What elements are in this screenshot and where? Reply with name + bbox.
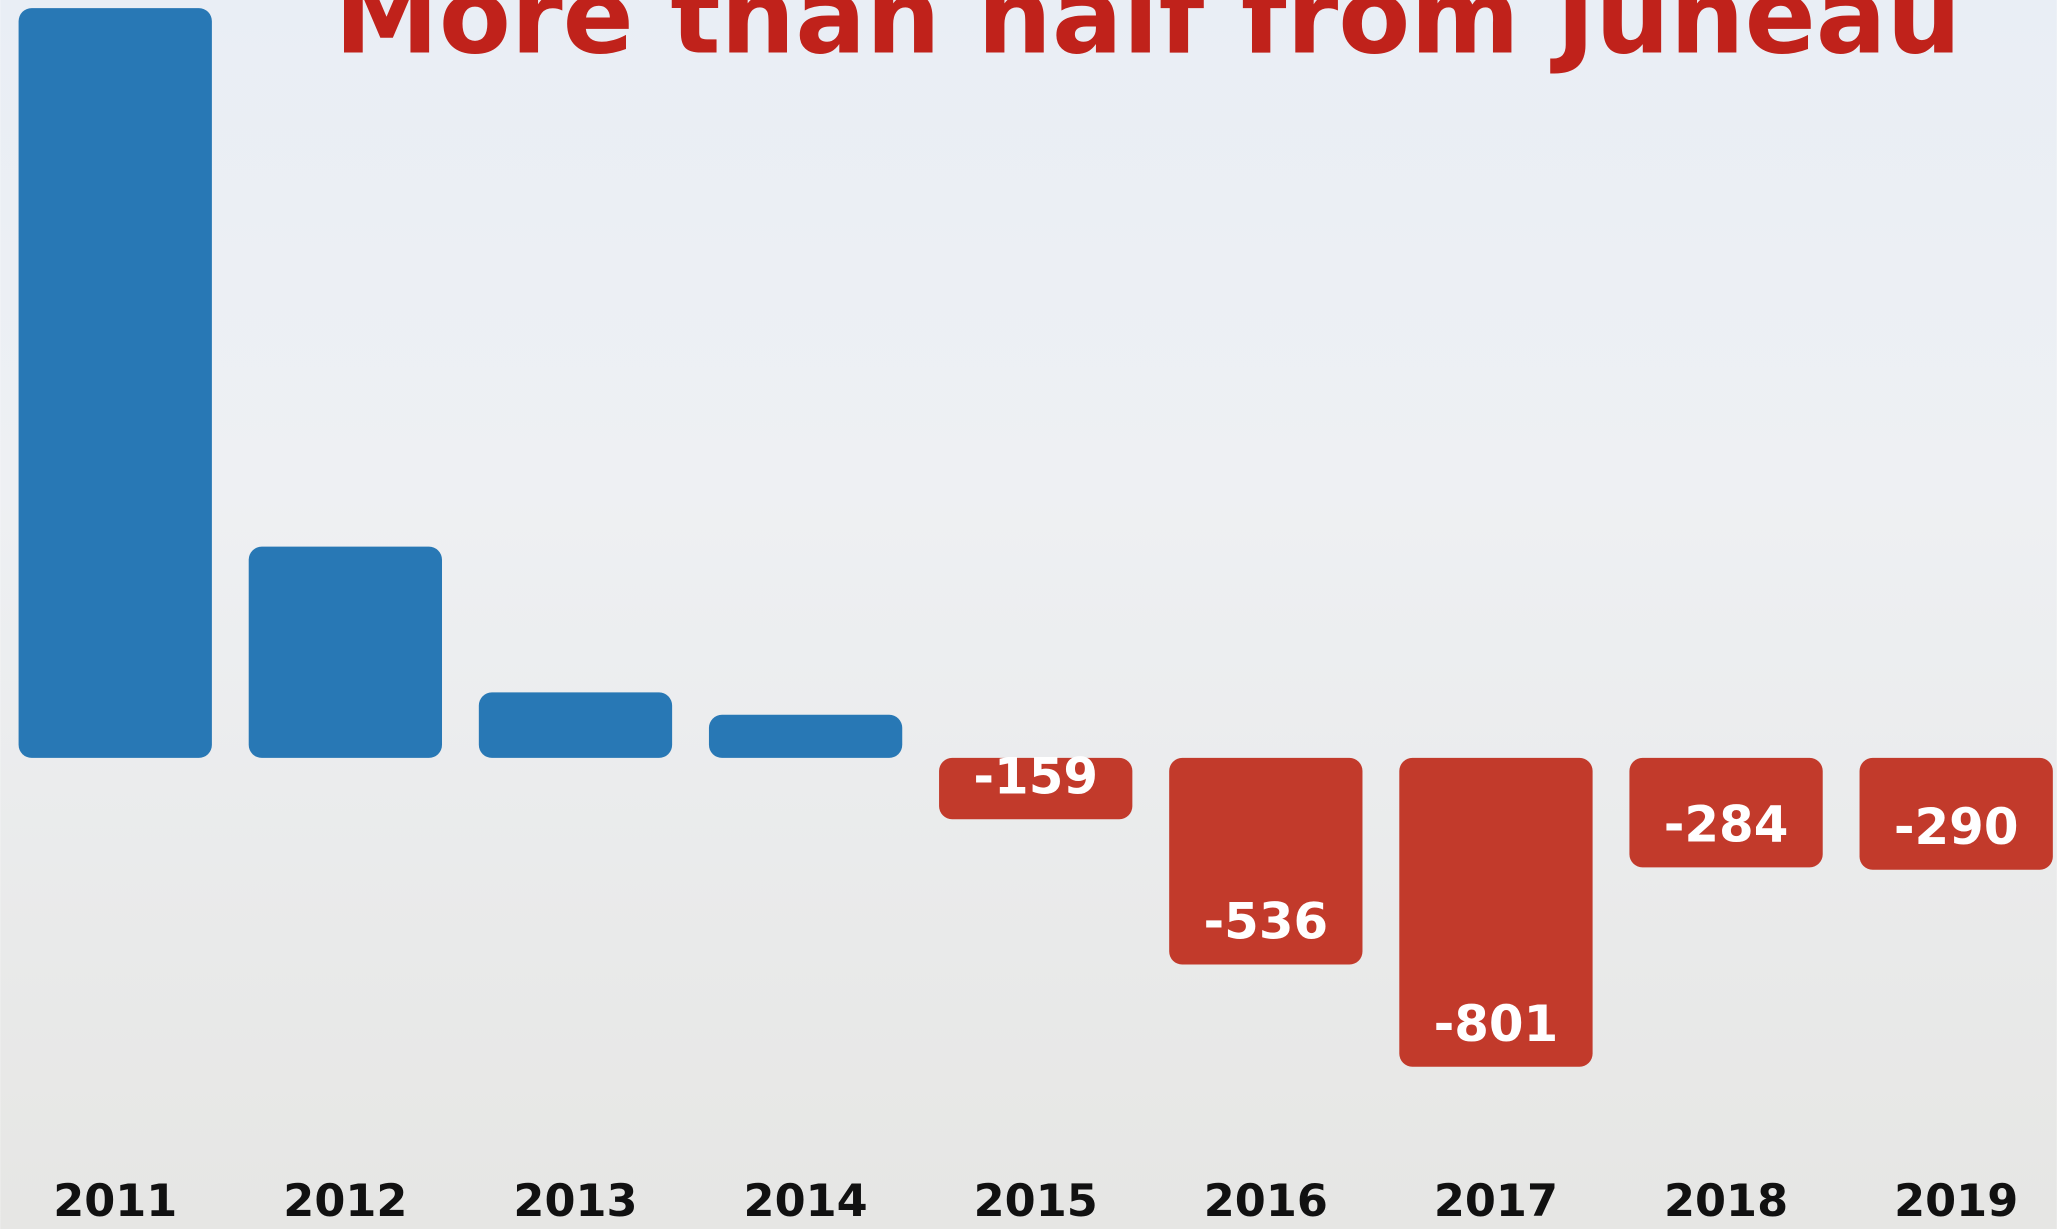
x-tick-label: 2011 xyxy=(53,1175,177,1227)
x-tick-label: 2013 xyxy=(513,1175,637,1227)
x-tick-label: 2017 xyxy=(1434,1175,1558,1227)
bar xyxy=(1859,757,2053,870)
bar xyxy=(478,692,673,758)
value-label: -536 xyxy=(1203,893,1328,951)
x-tick-label: 2014 xyxy=(744,1175,868,1227)
bar xyxy=(18,8,212,758)
x-tick-label: 2012 xyxy=(283,1175,407,1227)
x-tick-label: 2018 xyxy=(1664,1175,1788,1227)
value-label: -284 xyxy=(1664,796,1789,854)
bar xyxy=(248,546,443,758)
chart-title: More than half from Juneau xyxy=(334,0,1961,77)
bar xyxy=(1399,757,1593,1067)
value-label: -159 xyxy=(973,747,1098,805)
value-label: -801 xyxy=(1434,995,1559,1053)
bar xyxy=(1629,757,1823,868)
bar xyxy=(1169,757,1363,965)
value-label: -290 xyxy=(1894,798,2019,856)
bar xyxy=(939,757,1133,820)
bar xyxy=(708,714,903,758)
x-tick-label: 2015 xyxy=(974,1175,1098,1227)
x-tick-label: 2019 xyxy=(1894,1175,2018,1227)
x-tick-label: 2016 xyxy=(1204,1175,1328,1227)
